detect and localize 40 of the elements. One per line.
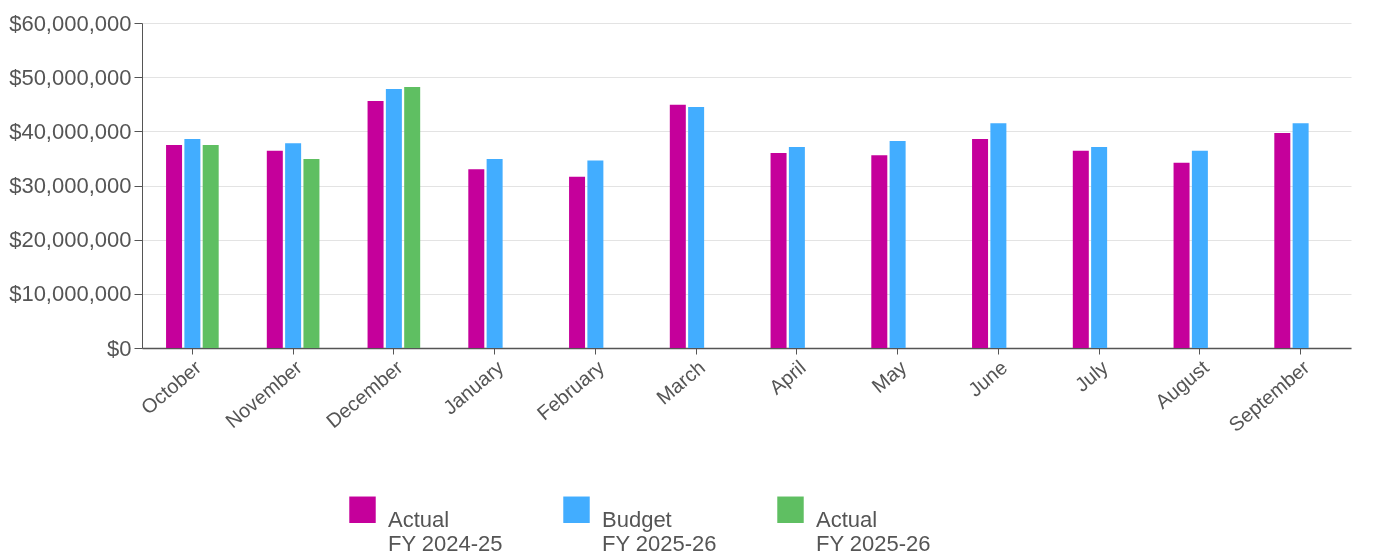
bar [486, 158, 503, 348]
bar [587, 160, 604, 348]
y-tick-label: $40,000,000 [9, 118, 132, 144]
bar [788, 147, 805, 348]
y-tick-label: $10,000,000 [9, 281, 132, 307]
legend-label: Actual FY 2024-25 [388, 506, 503, 553]
bar [990, 123, 1007, 348]
bar [889, 141, 906, 348]
bar [1173, 162, 1190, 348]
x-tick-label: June [963, 355, 1012, 401]
y-tick-label: $60,000,000 [9, 10, 132, 36]
bar [569, 176, 586, 348]
bar [871, 155, 888, 348]
bar [385, 89, 402, 348]
bar [1292, 123, 1309, 348]
bar [285, 143, 302, 348]
bar [468, 169, 485, 348]
bar [367, 101, 384, 348]
bar [688, 106, 705, 348]
y-tick-label: $30,000,000 [9, 173, 132, 198]
bar [404, 86, 421, 348]
y-tick-label: $20,000,000 [9, 227, 132, 253]
legend-label: Budget FY 2025-26 [602, 506, 717, 553]
bar [770, 153, 787, 348]
bar [166, 144, 183, 348]
bar [184, 138, 201, 348]
y-tick-label: $50,000,000 [9, 64, 132, 90]
bar [972, 138, 989, 348]
bar [303, 158, 320, 348]
legend-label: Actual FY 2025-26 [816, 506, 931, 553]
bar [1274, 132, 1291, 348]
bar [669, 104, 686, 348]
bar [1072, 150, 1089, 348]
y-tick-label: $0 [107, 335, 132, 361]
bar [1191, 150, 1208, 348]
bar [202, 144, 219, 348]
bar [1091, 147, 1108, 348]
x-tick-label: May [867, 355, 911, 398]
x-tick-label: July [1070, 355, 1112, 396]
bar [266, 150, 283, 348]
